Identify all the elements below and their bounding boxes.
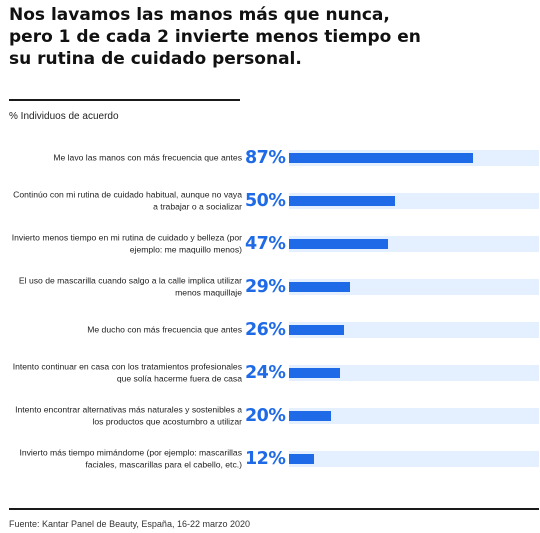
- chart-row: Me ducho con más frecuencia que antes 26%: [0, 312, 540, 348]
- source-note: Fuente: Kantar Panel de Beauty, España, …: [9, 519, 250, 529]
- bar-track: [289, 279, 539, 295]
- value-label: 20%: [245, 406, 286, 426]
- bar: [289, 368, 340, 378]
- chart-row: Intento encontrar alternativas más natur…: [0, 398, 540, 434]
- chart-row: Invierto más tiempo mimándome (por ejemp…: [0, 441, 540, 477]
- value-label: 29%: [245, 277, 286, 297]
- value-label: 47%: [245, 234, 286, 254]
- category-label: Continúo con mi rutina de cuidado habitu…: [13, 189, 242, 212]
- bar-track: [289, 408, 539, 424]
- category-label: Me lavo las manos con más frecuencia que…: [53, 152, 242, 163]
- chart-row: El uso de mascarilla cuando salgo a la c…: [0, 269, 540, 305]
- bar-track: [289, 322, 539, 338]
- category-label: Invierto menos tiempo en mi rutina de cu…: [11, 232, 242, 255]
- bar: [289, 411, 332, 421]
- value-label: 50%: [245, 191, 286, 211]
- title-divider: [9, 99, 240, 101]
- value-label: 24%: [245, 363, 286, 383]
- bar: [289, 325, 344, 335]
- chart-row: Me lavo las manos con más frecuencia que…: [0, 140, 540, 176]
- bar-chart: Me lavo las manos con más frecuencia que…: [0, 140, 540, 485]
- bar: [289, 239, 389, 249]
- footer-divider: [9, 508, 539, 510]
- bar-track: [289, 451, 539, 467]
- category-label: Intento encontrar alternativas más natur…: [15, 404, 242, 427]
- bar: [289, 454, 315, 464]
- bar: [289, 282, 351, 292]
- chart-row: Invierto menos tiempo en mi rutina de cu…: [0, 226, 540, 262]
- category-label: El uso de mascarilla cuando salgo a la c…: [18, 275, 242, 298]
- chart-row: Continúo con mi rutina de cuidado habitu…: [0, 183, 540, 219]
- bar: [289, 196, 395, 206]
- value-label: 12%: [245, 449, 286, 469]
- value-label: 87%: [245, 148, 286, 168]
- value-label: 26%: [245, 320, 286, 340]
- category-label: Invierto más tiempo mimándome (por ejemp…: [19, 447, 242, 470]
- bar-track: [289, 365, 539, 381]
- category-label: Me ducho con más frecuencia que antes: [87, 324, 242, 335]
- category-label: Intento continuar en casa con los tratam…: [12, 361, 242, 384]
- bar: [289, 153, 473, 163]
- chart-title: Nos lavamos las manos más que nunca, per…: [9, 5, 421, 69]
- chart-row: Intento continuar en casa con los tratam…: [0, 355, 540, 391]
- chart-subtitle: % Individuos de acuerdo: [9, 111, 119, 122]
